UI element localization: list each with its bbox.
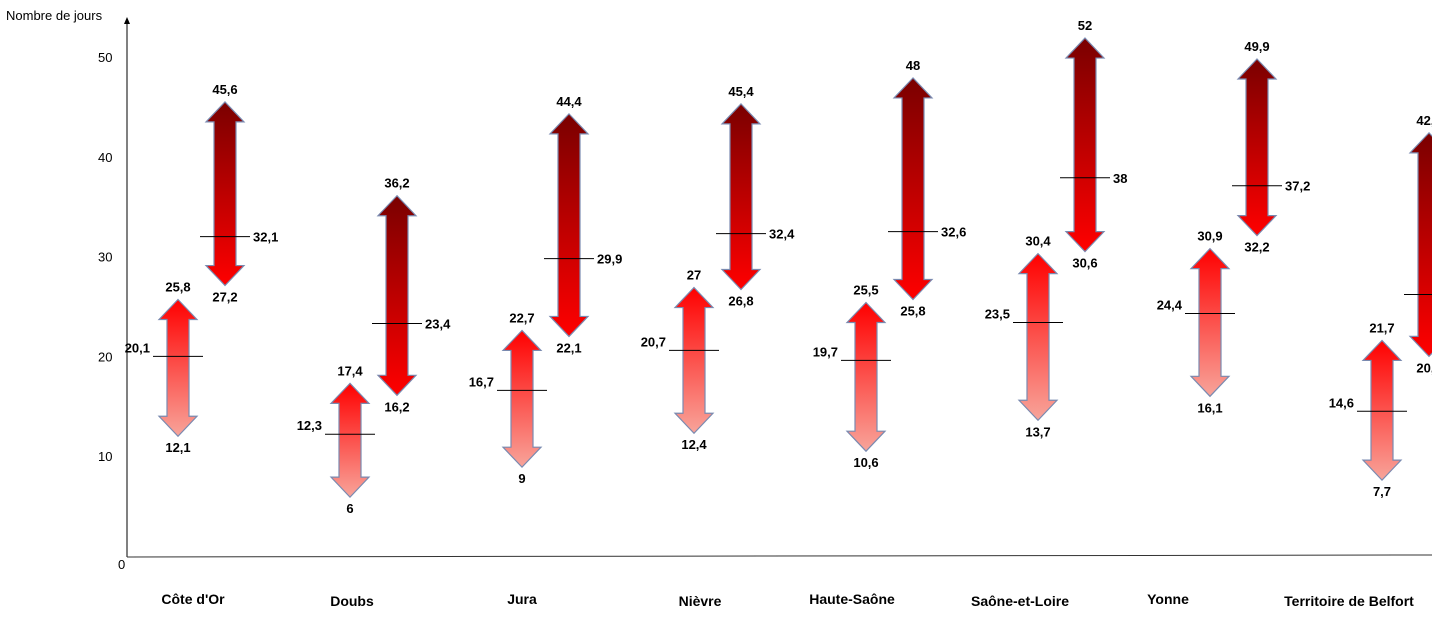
mean-value-label: 20,7 bbox=[641, 334, 666, 349]
max-value-label: 21,7 bbox=[1369, 320, 1394, 335]
range-arrow bbox=[548, 113, 590, 338]
max-value-label: 44,4 bbox=[556, 94, 582, 109]
mean-value-label: 23,4 bbox=[425, 316, 451, 331]
y-axis-title: Nombre de jours bbox=[6, 8, 103, 23]
category-label: Nièvre bbox=[679, 593, 722, 609]
range-arrow bbox=[157, 298, 199, 438]
mean-value-label: 37,2 bbox=[1285, 179, 1310, 194]
min-value-label: 16,1 bbox=[1197, 400, 1222, 415]
max-value-label: 48 bbox=[906, 58, 920, 73]
range-arrow bbox=[501, 329, 543, 469]
mean-value-label: 14,6 bbox=[1329, 395, 1354, 410]
min-value-label: 6 bbox=[346, 501, 353, 516]
y-tick-label: 0 bbox=[118, 557, 125, 572]
min-value-label: 12,1 bbox=[165, 440, 190, 455]
category-label: Territoire de Belfort bbox=[1284, 593, 1414, 609]
min-value-label: 27,2 bbox=[212, 290, 237, 305]
min-value-label: 7,7 bbox=[1373, 484, 1391, 499]
range-arrow bbox=[1064, 37, 1106, 253]
max-value-label: 30,4 bbox=[1025, 234, 1051, 249]
mean-value-label: 19,7 bbox=[813, 344, 838, 359]
min-value-label: 30,6 bbox=[1072, 256, 1097, 271]
range-arrow bbox=[376, 194, 418, 397]
max-value-label: 52 bbox=[1078, 18, 1092, 33]
max-value-label: 45,4 bbox=[728, 84, 754, 99]
range-arrow bbox=[845, 301, 887, 453]
max-value-label: 27 bbox=[687, 268, 701, 283]
mean-value-label: 16,7 bbox=[469, 374, 494, 389]
range-arrow bbox=[1017, 252, 1059, 422]
axes: 0 10 20 30 40 50 Côte d'Or Doubs Jura Nièvre Haute… bbox=[98, 17, 1432, 609]
category-label: Yonne bbox=[1147, 591, 1189, 607]
category-label: Jura bbox=[507, 591, 537, 607]
min-value-label: 20,1 bbox=[1416, 360, 1432, 375]
mean-value-label: 32,6 bbox=[941, 225, 966, 240]
category-label: Haute-Saône bbox=[809, 591, 895, 607]
y-axis-arrowhead bbox=[124, 17, 130, 24]
category-label: Côte d'Or bbox=[161, 591, 225, 607]
min-value-label: 13,7 bbox=[1025, 424, 1050, 439]
max-value-label: 42,5 bbox=[1416, 113, 1432, 128]
min-value-label: 16,2 bbox=[384, 399, 409, 414]
category-label: Saône-et-Loire bbox=[971, 593, 1069, 609]
mean-value-label: 20,1 bbox=[125, 340, 150, 355]
max-value-label: 36,2 bbox=[384, 176, 409, 191]
max-value-label: 45,6 bbox=[212, 82, 237, 97]
max-value-label: 30,9 bbox=[1197, 229, 1222, 244]
max-value-label: 49,9 bbox=[1244, 39, 1269, 54]
min-value-label: 22,1 bbox=[556, 340, 581, 355]
max-value-label: 25,5 bbox=[853, 283, 878, 298]
min-value-label: 25,8 bbox=[900, 304, 925, 319]
mean-value-label: 24,4 bbox=[1157, 297, 1183, 312]
max-value-label: 22,7 bbox=[509, 310, 534, 325]
mean-value-label: 32,1 bbox=[253, 230, 278, 245]
range-arrow bbox=[1408, 131, 1432, 358]
range-arrow bbox=[1361, 339, 1403, 482]
min-value-label: 10,6 bbox=[853, 455, 878, 470]
mean-value-label: 23,5 bbox=[985, 306, 1010, 321]
chart-marks: 25,8 12,1 20,1 17,4 6 12,3 22,7 9 16,7 27 12,4 20,7… bbox=[125, 18, 1432, 516]
range-arrow bbox=[720, 103, 762, 291]
range-arrow bbox=[1236, 58, 1278, 237]
min-value-label: 9 bbox=[518, 471, 525, 486]
mean-value-label: 12,3 bbox=[297, 418, 322, 433]
y-tick-label: 30 bbox=[98, 250, 112, 265]
max-value-label: 17,4 bbox=[337, 363, 363, 378]
category-label: Doubs bbox=[330, 593, 374, 609]
range-arrow bbox=[892, 77, 934, 301]
min-value-label: 26,8 bbox=[728, 294, 753, 309]
y-tick-label: 10 bbox=[98, 449, 112, 464]
range-arrow bbox=[329, 382, 371, 498]
range-arrow bbox=[673, 286, 715, 435]
y-tick-label: 50 bbox=[98, 50, 112, 65]
mean-value-label: 29,9 bbox=[597, 252, 622, 267]
max-value-label: 25,8 bbox=[165, 280, 190, 295]
y-tick-label: 40 bbox=[98, 150, 112, 165]
min-value-label: 32,2 bbox=[1244, 240, 1269, 255]
x-axis-line bbox=[126, 554, 1432, 558]
range-arrow bbox=[1189, 247, 1231, 398]
range-arrow bbox=[204, 101, 246, 287]
mean-value-label: 32,4 bbox=[769, 227, 795, 242]
min-value-label: 12,4 bbox=[681, 437, 707, 452]
y-tick-label: 20 bbox=[98, 349, 112, 364]
mean-value-label: 38 bbox=[1113, 171, 1127, 186]
